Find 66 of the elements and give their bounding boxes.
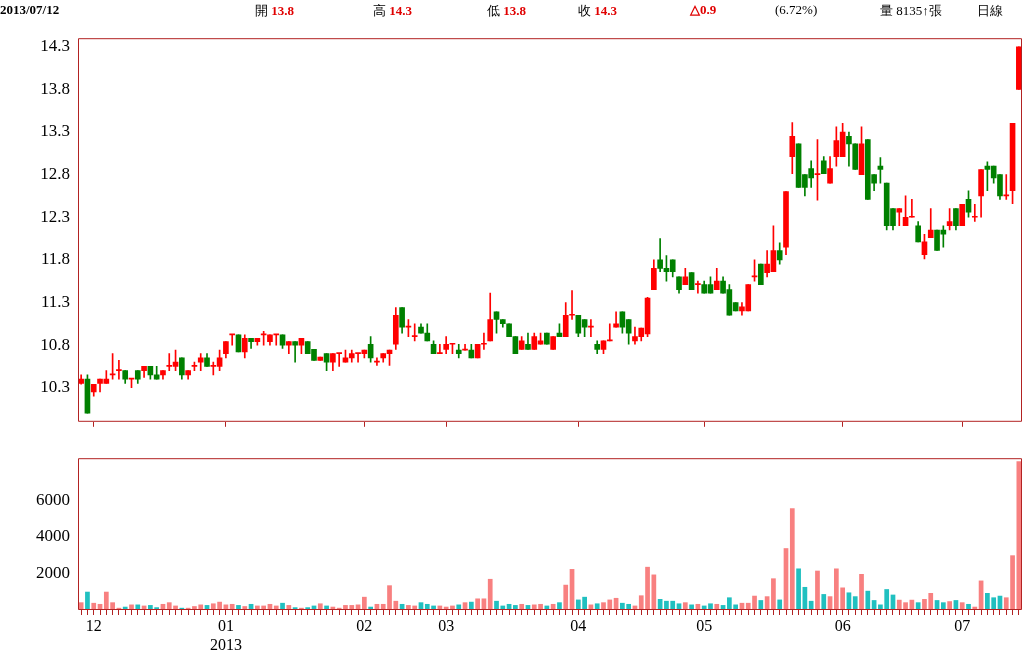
candlestick <box>927 208 934 238</box>
x-tick-label: 03 <box>438 616 455 634</box>
text: △0.9 <box>690 2 717 17</box>
y-tick-label: 10.8 <box>40 334 70 354</box>
text: 低 13.8 <box>487 2 526 20</box>
bar <box>859 573 864 610</box>
y-tick-label: 13.8 <box>40 78 70 98</box>
text: 高 14.3 <box>373 2 412 20</box>
bar <box>475 598 480 610</box>
x-tick-label: 05 <box>696 616 713 634</box>
bar <box>85 591 90 610</box>
x-tick-label: 02 <box>356 616 373 634</box>
text: 日線 <box>977 2 1003 20</box>
bar <box>947 601 952 610</box>
bar <box>758 600 764 610</box>
bar <box>771 578 776 610</box>
y-tick-label: 11.3 <box>40 291 70 311</box>
x-tick-label: 07 <box>954 616 971 634</box>
x-tick-label: 01 2013 <box>209 616 242 653</box>
bar <box>808 600 814 610</box>
bar <box>594 603 600 610</box>
bar <box>777 599 783 610</box>
candlestick <box>846 131 852 167</box>
bar <box>557 602 562 610</box>
y-tick-label: 11.8 <box>40 249 70 269</box>
x-tick-label: 12 <box>85 616 102 634</box>
candlestick <box>411 323 418 342</box>
y-tick-label: 6000 <box>36 489 70 509</box>
bar <box>317 603 323 610</box>
candlestick <box>437 343 443 354</box>
x-tick-label: 04 <box>570 616 587 634</box>
text: 2013/07/12 <box>0 2 60 17</box>
candlestick <box>116 360 122 380</box>
bar <box>361 596 367 610</box>
candlestick <box>971 204 978 222</box>
bar <box>78 602 84 610</box>
bar <box>821 594 827 610</box>
bar <box>940 602 946 610</box>
text: (6.72%) <box>775 2 818 18</box>
bar <box>815 570 820 610</box>
bar <box>563 584 569 610</box>
candlestick <box>896 208 903 227</box>
y-tick-label: 13.3 <box>40 121 70 141</box>
bar <box>852 596 858 610</box>
text: 量 8135↑張 <box>880 2 942 20</box>
x-tick-label: 06 <box>834 616 851 634</box>
bar <box>789 508 795 610</box>
bar <box>487 578 493 610</box>
candlestick <box>695 280 701 294</box>
y-tick-label: 12.3 <box>40 206 70 226</box>
candlestick <box>292 341 298 363</box>
bar <box>796 568 801 610</box>
candlestick <box>462 343 468 351</box>
y-tick-label: 10.3 <box>40 377 70 397</box>
y-tick-label: 12.8 <box>40 164 70 184</box>
bar <box>468 601 474 610</box>
bar <box>682 602 688 610</box>
bar <box>959 602 965 610</box>
candlestick <box>588 319 594 337</box>
y-tick-label: 14.3 <box>40 36 70 56</box>
bar <box>915 602 921 610</box>
text: 收 14.3 <box>578 2 617 20</box>
bar <box>865 590 871 610</box>
text: 開 13.8 <box>255 2 294 20</box>
y-tick-label: 2000 <box>36 562 70 582</box>
y-tick-label: 4000 <box>36 526 70 546</box>
